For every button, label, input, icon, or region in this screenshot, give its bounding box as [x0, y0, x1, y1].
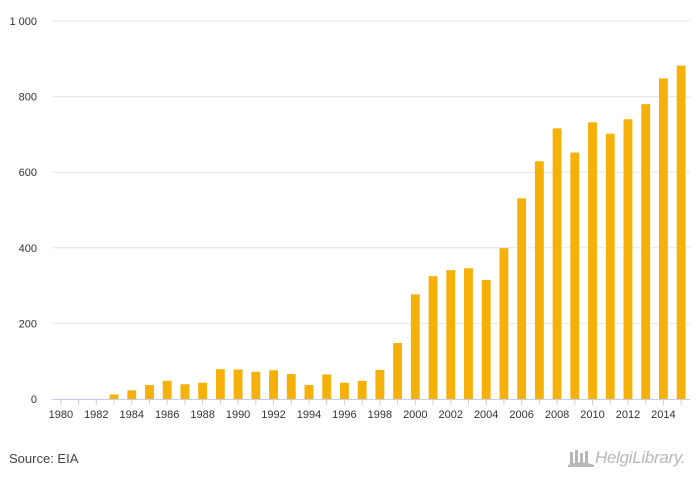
bar-2007: [534, 161, 544, 399]
bar-1992: [269, 370, 278, 399]
helgi-library-icon: [568, 450, 594, 467]
bar-1984: [127, 390, 137, 399]
y-tick-label: 0: [31, 394, 37, 406]
bar-2012: [623, 119, 633, 399]
bar-2004: [481, 279, 491, 399]
bar-2003: [464, 268, 473, 399]
y-tick-label: 1 000: [9, 16, 37, 28]
x-tick-label: 1988: [190, 409, 214, 421]
bar-1998: [375, 369, 385, 399]
bar-2001: [428, 276, 438, 399]
bar-2015: [676, 65, 686, 399]
gridlines: [52, 20, 690, 324]
x-tick-label: 1990: [226, 409, 250, 421]
y-axis-ticks: 0 200 400 600 800 1 000: [9, 16, 37, 406]
y-tick-label: 400: [19, 243, 37, 255]
x-tick-label: 1982: [84, 409, 108, 421]
bar-2013: [641, 104, 651, 399]
bar-2008: [552, 128, 562, 400]
x-tick-label: 1980: [49, 409, 73, 421]
bar-2010: [588, 122, 597, 399]
logo-text: HelgiLibrary.: [595, 448, 686, 467]
bar-1986: [162, 380, 172, 399]
bar-1994: [304, 385, 314, 399]
x-tick-label: 2012: [616, 409, 640, 421]
y-tick-label: 600: [19, 167, 37, 179]
bar-1997: [357, 380, 367, 399]
x-tick-label: 1996: [332, 409, 356, 421]
x-tick-label: 2010: [580, 409, 604, 421]
bar-2014: [658, 78, 668, 400]
x-tick-label: 2004: [474, 409, 498, 421]
x-tick-label: 2002: [439, 409, 463, 421]
bar-2011: [605, 133, 615, 400]
bar-2000: [410, 294, 420, 399]
bar-1995: [322, 374, 332, 399]
x-tick-label: 1984: [120, 409, 144, 421]
bar-2006: [517, 198, 527, 399]
x-tick-label: 2014: [651, 409, 675, 421]
helgi-library-logo: HelgiLibrary.: [567, 448, 686, 468]
x-tick-label: 2008: [545, 409, 569, 421]
x-axis-ticks: 1980 1982 1984 1986 1988 1990 1992 1994 1996 1998…: [49, 399, 682, 421]
bar-2005: [499, 248, 509, 399]
bar-series: [109, 65, 686, 400]
bar-1985: [145, 385, 154, 399]
bar-1991: [251, 371, 261, 399]
bar-2002: [446, 270, 456, 399]
x-tick-label: 1986: [155, 409, 179, 421]
x-tick-label: 1994: [297, 409, 321, 421]
y-tick-label: 200: [19, 318, 37, 330]
bar-1993: [286, 374, 296, 399]
x-tick-label: 1992: [261, 409, 285, 421]
bar-1990: [233, 369, 243, 399]
x-tick-label: 1998: [368, 409, 392, 421]
bar-1988: [198, 382, 208, 399]
y-tick-label: 800: [19, 92, 37, 104]
x-tick-label: 2006: [509, 409, 533, 421]
bar-1999: [393, 343, 403, 399]
bar-1987: [180, 384, 190, 399]
bar-2009: [570, 152, 580, 399]
bar-1989: [215, 369, 225, 399]
source-note: Source: EIA: [9, 451, 79, 466]
x-tick-label: 2000: [403, 409, 427, 421]
bar-1996: [339, 382, 349, 399]
bar-1983: [109, 394, 119, 399]
